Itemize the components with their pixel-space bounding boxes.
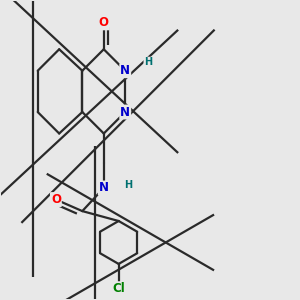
Text: O: O	[51, 193, 61, 206]
Text: H: H	[124, 180, 133, 190]
Text: O: O	[99, 16, 109, 29]
Text: N: N	[120, 106, 130, 118]
Text: H: H	[144, 58, 152, 68]
Text: Cl: Cl	[112, 282, 125, 295]
Text: N: N	[99, 182, 109, 194]
Text: N: N	[120, 64, 130, 77]
